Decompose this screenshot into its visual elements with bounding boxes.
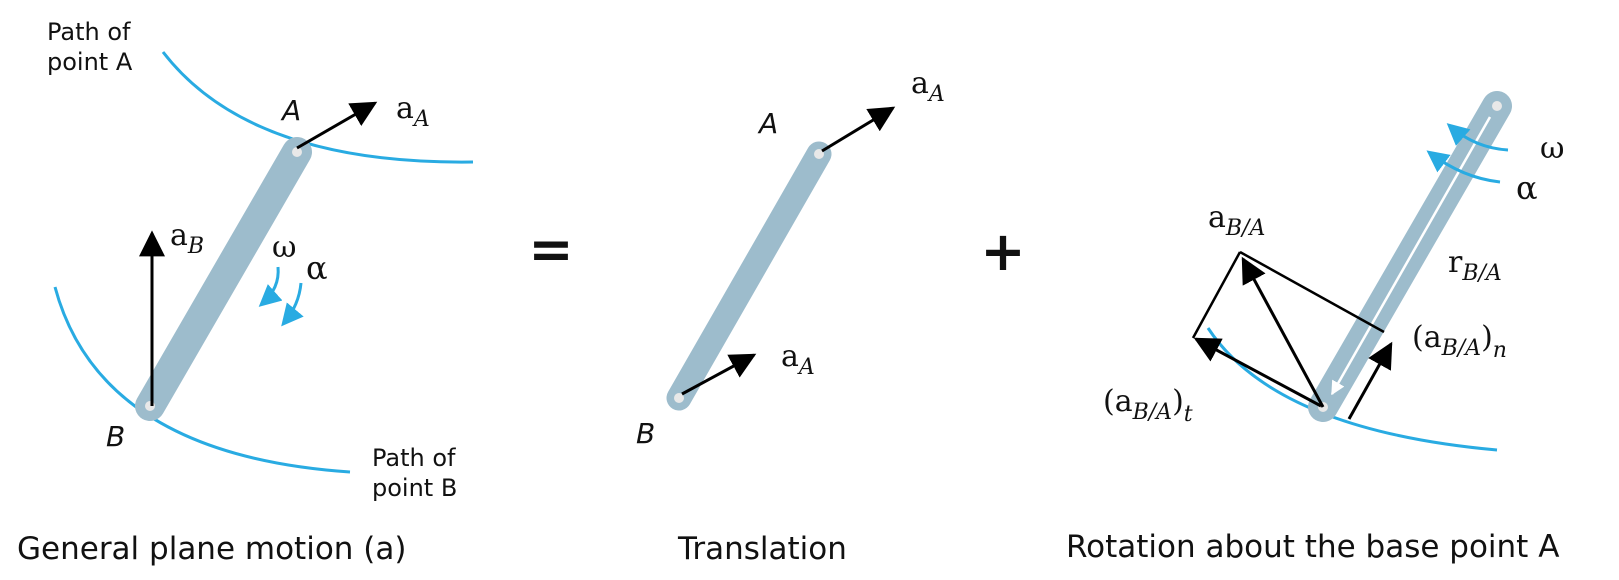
- path-of-point-a-curve: [161, 51, 474, 164]
- accel-a-bottom-label: aA: [781, 339, 815, 380]
- path-of-point-a-label: Path of point A: [47, 18, 133, 76]
- caption-rotation: Rotation about the base point A: [1066, 529, 1559, 565]
- plus-sign: +: [980, 220, 1025, 283]
- accel-a-arrow: [296, 101, 378, 150]
- caption-general-plane-motion: General plane motion (a): [17, 531, 406, 567]
- construction-line-ba-to-t: [1191, 251, 1242, 339]
- alpha-label: α: [306, 249, 328, 287]
- position-vector-r-ba-label: rB/A: [1448, 245, 1502, 286]
- omega-arrow: [1446, 123, 1509, 152]
- pin-a: [814, 149, 824, 159]
- alpha-arrow: [1426, 150, 1501, 184]
- accel-a-top-label: aA: [911, 66, 945, 107]
- accel-ba-tangential-label: (aB/A)t: [1103, 384, 1193, 427]
- pin-a: [292, 147, 302, 157]
- rigid-link-ab: [135, 137, 312, 421]
- alpha-label: α: [1516, 169, 1538, 207]
- pin-b: [674, 393, 684, 403]
- omega-label: ω: [1540, 131, 1564, 166]
- point-b-label: B: [636, 417, 655, 450]
- accel-ba-normal-arrow: [1347, 341, 1393, 420]
- position-vector-r-ba: [1330, 116, 1492, 396]
- accel-ba-tangential-arrow: [1193, 337, 1322, 408]
- omega-label: ω: [272, 230, 296, 265]
- point-b-label: B: [106, 420, 125, 453]
- accel-a-arrow-top: [821, 106, 896, 153]
- panel-general-plane-motion: Path of point A Path of point B A B aA aB …: [17, 18, 474, 567]
- panel-rotation: ω α aB/A rB/A (aB/A)n (aB/A)t Rotation a…: [1066, 91, 1564, 565]
- point-a-label: A: [280, 94, 301, 127]
- pin-a: [1492, 101, 1502, 111]
- alpha-arrow: [281, 282, 304, 327]
- accel-b-label: aB: [170, 218, 204, 259]
- omega-arrow: [258, 266, 283, 307]
- accel-ba-arrow: [1241, 256, 1325, 408]
- accel-ba-label: aB/A: [1208, 200, 1265, 241]
- point-a-label: A: [757, 107, 778, 140]
- equals-sign: =: [528, 218, 573, 281]
- accel-ba-normal-label: (aB/A)n: [1412, 320, 1507, 363]
- panel-translation: A B aA aA Translation: [636, 66, 945, 567]
- path-of-point-b-label: Path of point B: [372, 444, 457, 502]
- accel-a-label: aA: [396, 91, 430, 132]
- caption-translation: Translation: [677, 531, 847, 567]
- accel-a-arrow-bottom: [681, 353, 757, 396]
- rigid-link-ab: [666, 141, 832, 411]
